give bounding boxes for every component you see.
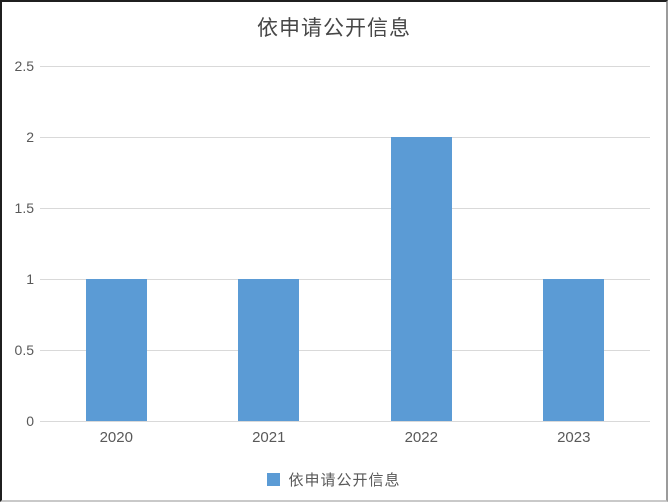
bar-2023 [543,279,604,421]
x-axis-labels: 2020 2021 2022 2023 [40,429,650,449]
y-tick-label-0.5: 0.5 [14,342,34,358]
x-tick-label-2020: 2020 [99,429,133,446]
gridline-1 [40,279,650,280]
plot-area [40,66,650,422]
gridline-2 [40,137,650,138]
legend: 依申请公开信息 [2,469,666,490]
y-tick-label-1: 1 [26,271,34,287]
x-tick-label-2021: 2021 [252,429,286,446]
gridline-0.5 [40,350,650,351]
chart-title: 依申请公开信息 [257,17,411,40]
bar-2020 [86,279,147,421]
y-tick-label-2: 2 [26,129,34,145]
y-tick-label-2.5: 2.5 [14,58,34,74]
gridline-2.5 [40,66,650,67]
y-tick-label-0: 0 [26,413,34,429]
bar-2022 [391,137,452,421]
y-axis-labels: 0 0.5 1 1.5 2 2.5 [2,58,34,429]
x-tick-label-2023: 2023 [557,429,591,446]
legend-swatch [267,473,281,486]
gridline-1.5 [40,208,650,209]
gridline-0 [40,421,650,422]
y-tick-label-1.5: 1.5 [14,200,34,216]
bar-2021 [238,279,299,421]
legend-label: 依申请公开信息 [288,472,401,489]
x-tick-label-2022: 2022 [404,429,438,446]
